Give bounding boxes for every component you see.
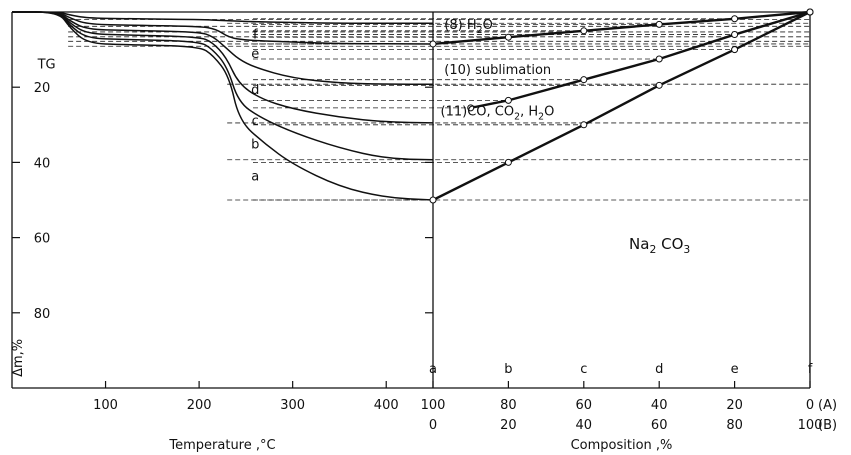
composition-point — [655, 81, 663, 89]
composition-line-2 — [470, 10, 811, 110]
composition-point — [504, 158, 512, 166]
composition-point — [504, 96, 512, 104]
composition-point — [504, 33, 512, 41]
x-tick-label-b: 40 — [576, 418, 593, 433]
subscript: 2 — [477, 25, 483, 36]
x-tick-label: 200 — [187, 398, 212, 413]
subscript: 2 — [649, 243, 656, 256]
axis-suffix-a: (A) — [818, 398, 837, 413]
x-tick-label: 400 — [374, 398, 399, 413]
composition-line-1 — [432, 10, 811, 46]
x-tick-label-b: 100 — [798, 418, 823, 433]
x-axis-label: Temperature ,°C — [168, 438, 275, 453]
composition-point — [806, 8, 814, 16]
tg-curve-label-e: e — [251, 47, 259, 62]
sample-letter-label: c — [580, 362, 587, 377]
axis-suffix-b: (B) — [818, 418, 837, 433]
tg-curve-d — [11, 11, 433, 85]
subscript: 2 — [538, 111, 544, 122]
subscript: 3 — [683, 243, 690, 256]
sample-letter-label: f — [808, 362, 813, 377]
region-label-na2co3: Na2 CO3 — [629, 235, 690, 256]
series-label-sublimation: (10) sublimation — [444, 63, 551, 78]
composition-point — [731, 46, 739, 54]
tg-curve-f — [11, 11, 433, 25]
x-tick-label-b: 0 — [429, 418, 437, 433]
composition-point — [467, 104, 475, 112]
composition-point — [731, 31, 739, 39]
dashed-guides — [68, 11, 810, 201]
x-tick-label-a: 60 — [576, 398, 593, 413]
y-axis-label: Δm,% — [11, 339, 26, 377]
label-part: (11) — [441, 104, 468, 119]
composition-line-3 — [432, 10, 811, 202]
tg-panel-label: TG — [37, 57, 56, 72]
x-tick-label-a: 80 — [500, 398, 517, 413]
composition-point — [655, 55, 663, 63]
composition-point — [580, 76, 588, 84]
sample-letter-label: b — [504, 362, 512, 377]
sample-letter-label: a — [429, 362, 437, 377]
tg-curve-a — [11, 11, 434, 201]
tg-curve-label-c: c — [252, 114, 259, 129]
label-part: (8) — [444, 18, 467, 33]
composition-lines — [429, 8, 814, 204]
tg-curve-b — [11, 11, 434, 161]
sample-letter-label: e — [731, 362, 739, 377]
label-part: (10) — [444, 63, 475, 78]
label-part: sublimation — [475, 63, 551, 78]
y-tick-label: 80 — [34, 307, 51, 322]
x-tick-label-a: 40 — [651, 398, 668, 413]
tg-curve-label-b: b — [251, 137, 259, 152]
label-part: H — [467, 18, 477, 33]
tg-curve-c — [11, 11, 434, 124]
series-label-h2o: (8) H2O — [444, 18, 493, 36]
label-part: , H — [520, 104, 538, 119]
y-tick-label: 60 — [34, 232, 51, 247]
x-tick-label-b: 60 — [651, 418, 668, 433]
subscript: 2 — [514, 111, 520, 122]
tg-curves — [11, 11, 434, 201]
y-tick-label: 40 — [34, 156, 51, 171]
label-part: CO, CO — [467, 104, 514, 119]
tg-curve-label-f: f — [253, 28, 258, 43]
x-tick-label-a: 20 — [726, 398, 743, 413]
composition-point — [580, 121, 588, 129]
tg-curve-label-a: a — [251, 169, 259, 184]
label-part: O — [544, 104, 554, 119]
x-tick-label-a: 100 — [421, 398, 446, 413]
axes — [11, 11, 811, 389]
tg-curve-label-d: d — [251, 83, 259, 98]
x-tick-label: 300 — [280, 398, 305, 413]
x-tick-label-a: 0 — [806, 398, 814, 413]
x-tick-label-b: 80 — [726, 418, 743, 433]
label-part: Na — [629, 235, 649, 253]
x-axis-label: Composition ,% — [571, 438, 673, 453]
series-label-co-co2-h2o: (11)CO, CO2, H2O — [441, 104, 555, 122]
label-part: CO — [656, 235, 683, 253]
tg-curve-e — [11, 11, 434, 45]
x-tick-label-b: 20 — [500, 418, 517, 433]
composition-point — [655, 20, 663, 28]
x-tick-label: 100 — [93, 398, 118, 413]
label-part: O — [483, 18, 493, 33]
composition-point — [731, 15, 739, 23]
composition-point — [429, 196, 437, 204]
sample-letter-label: d — [655, 362, 663, 377]
composition-point — [580, 27, 588, 35]
composition-point — [429, 40, 437, 48]
y-tick-label: 20 — [34, 81, 51, 96]
